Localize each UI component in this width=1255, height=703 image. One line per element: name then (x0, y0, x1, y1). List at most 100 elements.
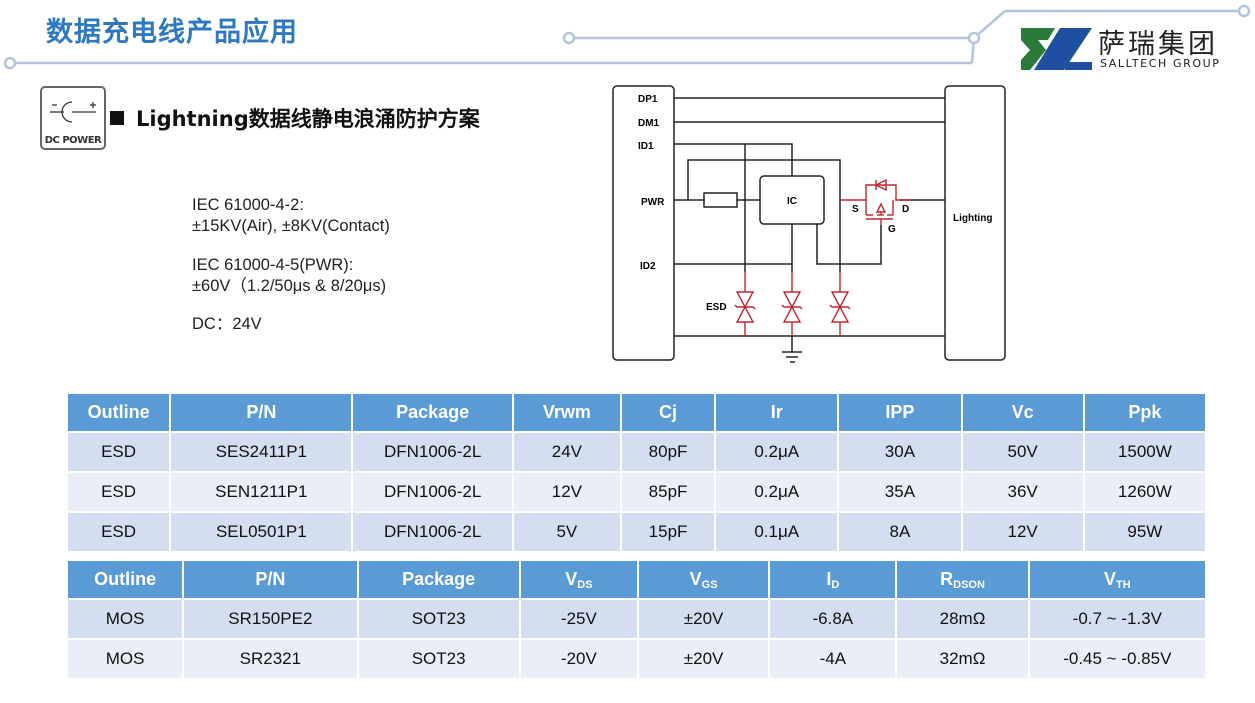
table-cell: -4A (770, 640, 896, 678)
spec-esd-value: ±15KV(Air), ±8KV(Contact) (192, 217, 390, 235)
section-title-text: Lightning数据线静电浪涌防护方案 (136, 107, 480, 131)
table-cell: DFN1006-2L (353, 513, 512, 551)
table-cell: 28mΩ (897, 600, 1028, 638)
table-cell: -25V (520, 600, 637, 638)
table-cell: 5V (513, 513, 620, 551)
mos-table: Outline P/N Package VDS VGS ID RDSON VTH MOS SR1… (66, 559, 1207, 680)
esd-diode-2 (781, 272, 803, 336)
esd-label: ESD (706, 302, 727, 313)
table-cell: 0.1μA (716, 513, 838, 551)
esd-table: Outline P/N Package Vrwm Cj Ir IPP Vc Ppk ESD SES… (66, 392, 1207, 553)
col-vrwm: Vrwm (513, 394, 620, 431)
table-row: MOS SR2321 SOT23 -20V ±20V -4A 32mΩ -0.45 ~ -0.… (68, 640, 1205, 678)
circuit-diagram: DP1 DM1 ID1 PWR ID2 IC ESD S D G Lightin… (612, 85, 1006, 363)
table-cell: 1500W (1084, 433, 1205, 471)
table-cell: SEN1211P1 (171, 473, 352, 511)
esd-diode-1 (734, 272, 756, 336)
spec-surge: IEC 61000-4-5(PWR): ±60V（1.2/50μs & 8/20μ… (192, 255, 386, 297)
table-cell: ESD (68, 473, 170, 511)
ic-label: IC (787, 196, 797, 207)
gate-label: G (888, 224, 896, 235)
pin-label-dp1: DP1 (638, 94, 658, 105)
table-cell: 0.2μA (716, 433, 838, 471)
resistor (703, 192, 738, 208)
table-cell: MOS (68, 600, 183, 638)
table-cell: MOS (68, 640, 183, 678)
table-cell: 1260W (1084, 473, 1205, 511)
table-cell: 12V (513, 473, 620, 511)
salltech-logo-icon (1021, 28, 1092, 70)
table-cell: 80pF (621, 433, 715, 471)
mos-col-header: ID (770, 561, 896, 598)
spec-esd: IEC 61000-4-2: ±15KV(Air), ±8KV(Contact) (192, 195, 390, 237)
table-cell: ±20V (638, 640, 769, 678)
spec-dc: DC：24V (192, 315, 262, 333)
table-cell: 85pF (621, 473, 715, 511)
source-label: S (852, 204, 859, 215)
mos-table-header: Outline P/N Package VDS VGS ID RDSON VTH (68, 561, 1205, 598)
esd-diode-3 (829, 272, 851, 336)
pin-label-pwr: PWR (641, 197, 665, 208)
table-cell: DFN1006-2L (353, 433, 512, 471)
col-pn: P/N (171, 394, 352, 431)
table-cell: 12V (962, 513, 1083, 551)
connector-left (612, 85, 675, 361)
pin-label-id2: ID2 (640, 261, 656, 272)
table-cell: -0.7 ~ -1.3V (1029, 600, 1205, 638)
table-cell: 32mΩ (897, 640, 1028, 678)
pin-label-dm1: DM1 (638, 118, 660, 129)
table-cell: SEL0501P1 (171, 513, 352, 551)
mos-col-header: VDS (520, 561, 637, 598)
table-cell: ±20V (638, 600, 769, 638)
dc-power-label: DC POWER (44, 135, 102, 146)
mos-col-header: Outline (68, 561, 183, 598)
bullet-square-icon (110, 111, 124, 125)
section-title: Lightning数据线静电浪涌防护方案 (110, 103, 480, 133)
table-cell: SOT23 (358, 640, 519, 678)
table-cell: 50V (962, 433, 1083, 471)
connector-right (944, 85, 1006, 361)
mosfet (840, 178, 912, 225)
col-cj: Cj (621, 394, 715, 431)
table-cell: -20V (520, 640, 637, 678)
table-cell: -6.8A (770, 600, 896, 638)
col-ipp: IPP (839, 394, 961, 431)
col-vc: Vc (962, 394, 1083, 431)
esd-table-header: Outline P/N Package Vrwm Cj Ir IPP Vc Ppk (68, 394, 1205, 431)
table-cell: 35A (839, 473, 961, 511)
spec-surge-standard: IEC 61000-4-5(PWR): (192, 256, 354, 274)
mos-col-header: RDSON (897, 561, 1028, 598)
table-cell: SES2411P1 (171, 433, 352, 471)
table-cell: 30A (839, 433, 961, 471)
table-cell: -0.45 ~ -0.85V (1029, 640, 1205, 678)
table-cell: 24V (513, 433, 620, 471)
logo-text-en: SALLTECH GROUP (1100, 57, 1221, 70)
table-cell: SR2321 (184, 640, 357, 678)
table-cell: 15pF (621, 513, 715, 551)
table-cell: 36V (962, 473, 1083, 511)
table-row: ESD SES2411P1 DFN1006-2L 24V 80pF 0.2μA 30A 50V… (68, 433, 1205, 471)
table-cell: 95W (1084, 513, 1205, 551)
mos-col-header: Package (358, 561, 519, 598)
table-row: MOS SR150PE2 SOT23 -25V ±20V -6.8A 28mΩ -0.7 ~ … (68, 600, 1205, 638)
esd-diodes (734, 178, 912, 336)
table-cell: ESD (68, 433, 170, 471)
table-cell: DFN1006-2L (353, 473, 512, 511)
table-row: ESD SEN1211P1 DFN1006-2L 12V 85pF 0.2μA 35A 36V… (68, 473, 1205, 511)
logo-text-cn: 萨瑞集团 (1098, 29, 1218, 60)
table-cell: SOT23 (358, 600, 519, 638)
spec-esd-standard: IEC 61000-4-2: (192, 196, 304, 214)
col-ppk: Ppk (1084, 394, 1205, 431)
drain-label: D (902, 204, 909, 215)
table-cell: SR150PE2 (184, 600, 357, 638)
col-ir: Ir (716, 394, 838, 431)
spec-surge-value: ±60V（1.2/50μs & 8/20μs) (192, 277, 387, 295)
dc-power-icon: DC POWER (40, 86, 106, 150)
mos-col-header: P/N (184, 561, 357, 598)
table-cell: 8A (839, 513, 961, 551)
table-cell: 0.2μA (716, 473, 838, 511)
table-cell: ESD (68, 513, 170, 551)
lighting-label: Lighting (953, 213, 992, 224)
page-title: 数据充电线产品应用 (46, 17, 298, 48)
